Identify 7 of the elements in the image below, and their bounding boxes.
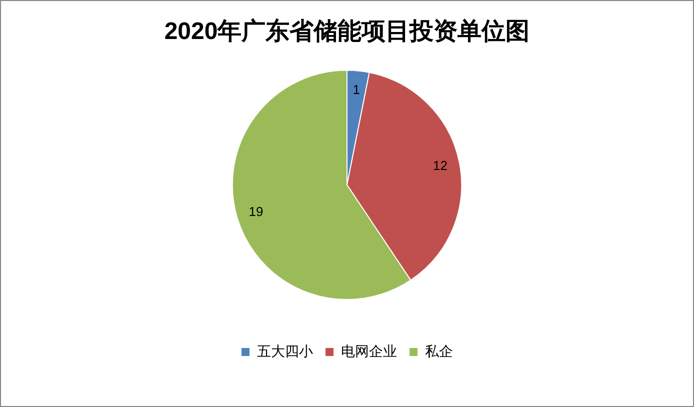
legend-label: 五大四小 bbox=[257, 342, 313, 359]
legend-label: 电网企业 bbox=[341, 342, 397, 359]
legend-label: 私企 bbox=[425, 342, 453, 359]
data-label: 12 bbox=[433, 158, 448, 173]
chart-title: 2020年广东省储能项目投资单位图 bbox=[164, 18, 530, 46]
data-label: 19 bbox=[248, 204, 264, 220]
data-label: 1 bbox=[352, 82, 360, 97]
